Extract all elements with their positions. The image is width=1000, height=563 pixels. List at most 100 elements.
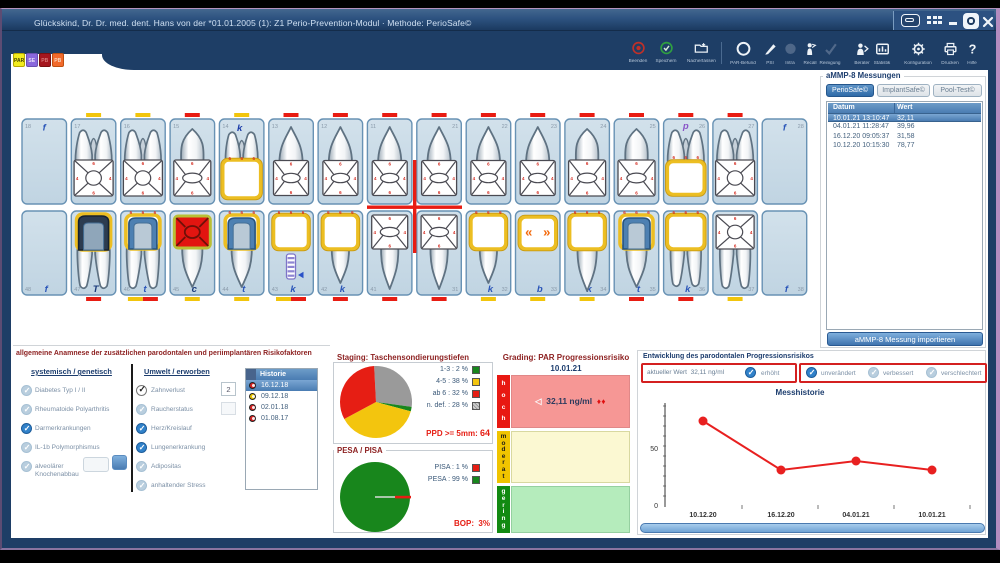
- svg-text:47: 47: [74, 287, 80, 293]
- svg-text:4: 4: [651, 176, 654, 181]
- svg-text:6: 6: [487, 210, 490, 215]
- svg-text:6: 6: [388, 244, 391, 249]
- svg-text:27: 27: [748, 124, 754, 130]
- svg-text:?: ?: [968, 41, 976, 56]
- svg-text:37: 37: [748, 287, 754, 293]
- svg-text:k: k: [290, 284, 296, 295]
- svg-text:6: 6: [228, 210, 231, 215]
- svg-text:4: 4: [423, 176, 426, 181]
- svg-text:48: 48: [25, 287, 31, 293]
- svg-text:31: 31: [452, 287, 458, 293]
- svg-text:f: f: [785, 284, 789, 295]
- svg-text:6: 6: [598, 210, 601, 215]
- svg-text:6: 6: [647, 210, 650, 215]
- svg-text:23: 23: [551, 124, 557, 130]
- svg-text:6: 6: [142, 191, 145, 196]
- svg-text:6: 6: [278, 210, 281, 215]
- svg-text:6: 6: [438, 162, 441, 167]
- svg-text:35: 35: [650, 287, 656, 293]
- svg-text:4: 4: [750, 176, 753, 181]
- svg-text:15: 15: [173, 124, 179, 130]
- svg-text:33: 33: [551, 287, 557, 293]
- svg-text:4: 4: [601, 176, 604, 181]
- svg-text:4: 4: [522, 176, 525, 181]
- svg-text:43: 43: [272, 287, 278, 293]
- svg-text:50: 50: [650, 446, 658, 453]
- svg-text:4: 4: [502, 176, 505, 181]
- svg-text:«: «: [525, 225, 532, 240]
- svg-text:6: 6: [191, 191, 194, 196]
- svg-text:6: 6: [635, 191, 638, 196]
- svg-text:6: 6: [339, 190, 342, 195]
- svg-text:6: 6: [339, 210, 342, 215]
- svg-text:6: 6: [734, 161, 737, 166]
- svg-text:0: 0: [654, 503, 658, 510]
- svg-text:4: 4: [473, 176, 476, 181]
- svg-text:6: 6: [290, 190, 293, 195]
- svg-text:f: f: [43, 123, 47, 134]
- svg-text:6: 6: [191, 161, 194, 166]
- svg-text:6: 6: [339, 162, 342, 167]
- svg-text:6: 6: [388, 190, 391, 195]
- svg-text:21: 21: [452, 124, 458, 130]
- svg-text:6: 6: [438, 244, 441, 249]
- svg-text:c: c: [192, 284, 198, 295]
- svg-text:6: 6: [734, 191, 737, 196]
- svg-text:22: 22: [502, 124, 508, 130]
- svg-text:6: 6: [252, 156, 255, 161]
- svg-text:6: 6: [92, 191, 95, 196]
- svg-text:6: 6: [673, 210, 676, 215]
- svg-text:k: k: [340, 284, 346, 295]
- svg-text:13: 13: [272, 124, 278, 130]
- svg-text:34: 34: [600, 287, 606, 293]
- svg-text:12: 12: [321, 124, 327, 130]
- svg-text:6: 6: [673, 155, 676, 160]
- svg-text:28: 28: [798, 124, 804, 130]
- svg-text:6: 6: [635, 210, 638, 215]
- svg-text:4: 4: [717, 176, 720, 181]
- svg-text:6: 6: [130, 210, 133, 215]
- svg-text:4: 4: [403, 176, 406, 181]
- svg-text:p: p: [682, 121, 689, 132]
- svg-text:4: 4: [374, 176, 377, 181]
- svg-text:6: 6: [475, 210, 478, 215]
- svg-text:32: 32: [502, 287, 508, 293]
- svg-text:6: 6: [734, 216, 737, 221]
- svg-text:6: 6: [623, 210, 626, 215]
- svg-text:4: 4: [373, 230, 376, 235]
- svg-text:6: 6: [537, 190, 540, 195]
- svg-text:6: 6: [537, 162, 540, 167]
- svg-text:T: T: [93, 284, 100, 295]
- svg-text:6: 6: [240, 156, 243, 161]
- svg-text:k: k: [488, 284, 494, 295]
- svg-text:6: 6: [290, 210, 293, 215]
- svg-text:4: 4: [158, 176, 161, 181]
- svg-text:6: 6: [685, 210, 688, 215]
- svg-text:17: 17: [74, 124, 80, 130]
- svg-text:t: t: [143, 284, 147, 295]
- svg-text:4: 4: [304, 176, 307, 181]
- svg-text:6: 6: [290, 162, 293, 167]
- svg-text:6: 6: [142, 161, 145, 166]
- svg-text:6: 6: [327, 210, 330, 215]
- svg-text:4: 4: [76, 176, 79, 181]
- svg-text:6: 6: [586, 191, 589, 196]
- svg-text:6: 6: [487, 190, 490, 195]
- svg-text:4: 4: [423, 230, 426, 235]
- svg-text:6: 6: [487, 162, 490, 167]
- svg-text:6: 6: [635, 161, 638, 166]
- svg-text:6: 6: [240, 210, 243, 215]
- svg-text:26: 26: [699, 124, 705, 130]
- svg-text:18: 18: [25, 124, 31, 130]
- svg-text:25: 25: [650, 124, 656, 130]
- svg-text:4: 4: [718, 230, 721, 235]
- svg-text:46: 46: [124, 287, 130, 293]
- svg-text:4: 4: [207, 176, 210, 181]
- svg-text:4: 4: [354, 176, 357, 181]
- svg-text:4: 4: [325, 176, 328, 181]
- svg-text:24: 24: [600, 124, 606, 130]
- svg-text:6: 6: [499, 210, 502, 215]
- svg-text:»: »: [543, 225, 550, 240]
- svg-text:6: 6: [351, 210, 354, 215]
- svg-text:6: 6: [252, 210, 255, 215]
